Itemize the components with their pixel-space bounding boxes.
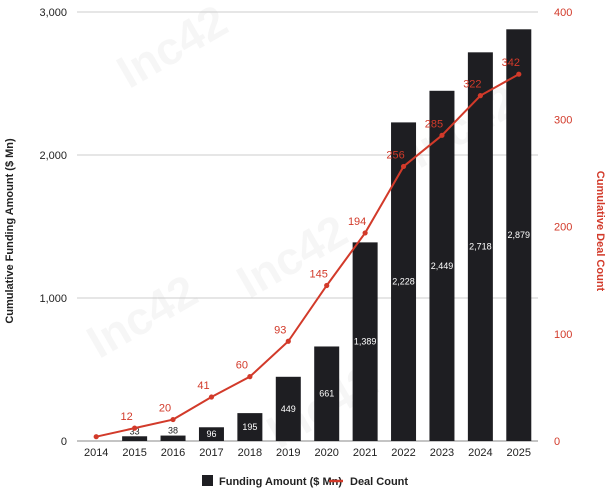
bar-value-label: 2,228 xyxy=(392,277,415,287)
line-point xyxy=(324,282,330,289)
x-tick-label: 2020 xyxy=(314,447,338,459)
right-axis-ticks: 0 100 200 300 400 xyxy=(554,7,572,448)
line-point xyxy=(247,374,253,380)
bar xyxy=(160,435,186,441)
bar-series xyxy=(122,29,532,442)
left-tick-label: 3,000 xyxy=(39,7,67,19)
bar xyxy=(314,346,340,441)
left-axis-title: Cumulative Funding Amount ($ Mn) xyxy=(4,138,16,324)
bar xyxy=(352,242,378,441)
x-tick-label: 2019 xyxy=(276,447,300,459)
line-value-label: 256 xyxy=(386,149,404,161)
line-value-label: 60 xyxy=(236,360,248,372)
bar-value-label: 195 xyxy=(242,422,257,432)
left-tick-label: 0 xyxy=(61,436,67,448)
line-point xyxy=(439,132,445,138)
bar-value-label: 449 xyxy=(281,404,296,414)
right-tick-label: 0 xyxy=(554,436,560,448)
x-axis-ticks: 2014 2015 2016 2017 2018 2019 2020 2021 2022 2023… xyxy=(84,447,531,459)
bar-value-label: 2,718 xyxy=(469,242,492,252)
bar xyxy=(275,376,301,441)
bar xyxy=(198,427,224,441)
line-point xyxy=(208,394,215,400)
watermark-text: Inc42 xyxy=(108,0,236,98)
line-point xyxy=(516,71,522,77)
bar xyxy=(429,90,455,441)
x-tick-label: 2023 xyxy=(430,447,454,459)
right-tick-label: 100 xyxy=(554,329,572,341)
bar xyxy=(391,122,417,442)
x-tick-label: 2024 xyxy=(468,447,492,459)
legend: Funding Amount ($ Mn) Deal Count xyxy=(202,475,408,488)
x-tick-label: 2016 xyxy=(161,447,185,459)
line-point xyxy=(362,230,368,236)
bar xyxy=(506,29,532,441)
x-tick-label: 2017 xyxy=(199,447,223,459)
watermark: Inc42Inc42Inc42Inc42Inc42 xyxy=(78,0,526,458)
gridlines xyxy=(77,11,538,442)
line-value-label: 194 xyxy=(348,216,366,228)
x-tick-label: 2021 xyxy=(353,447,377,459)
bar-labels: 33 38 96 195 449 661 1,389 2,228 2,449 2,718 2,879 xyxy=(130,230,530,439)
line-point xyxy=(285,338,291,344)
bar-value-label: 96 xyxy=(206,429,216,439)
x-tick-label: 2014 xyxy=(84,447,108,459)
line-value-label: 145 xyxy=(310,268,328,280)
x-tick-label: 2015 xyxy=(122,447,146,459)
watermark-text: Inc42 xyxy=(78,264,206,368)
line-value-label: 12 xyxy=(121,411,133,423)
line-value-label: 41 xyxy=(197,380,209,392)
line-value-label: 322 xyxy=(463,79,481,91)
right-axis-title: Cumulative Deal Count xyxy=(594,171,606,292)
line-labels: 12 20 41 60 93 145 194 256 285 322 342 xyxy=(121,57,520,423)
bar xyxy=(467,52,493,442)
bar-value-label: 1,389 xyxy=(354,337,377,347)
x-tick-label: 2025 xyxy=(507,447,531,459)
line-point xyxy=(132,425,138,431)
bar-value-label: 38 xyxy=(168,426,178,436)
deal-count-line xyxy=(95,73,520,438)
line-series xyxy=(93,71,522,440)
left-tick-label: 1,000 xyxy=(39,293,67,305)
bar-value-label: 661 xyxy=(319,389,334,399)
line-value-label: 93 xyxy=(274,324,286,336)
line-point xyxy=(400,163,407,170)
x-tick-label: 2022 xyxy=(391,447,415,459)
line-point xyxy=(93,434,99,440)
watermark-text: Inc42 xyxy=(228,204,356,308)
right-tick-label: 200 xyxy=(554,222,572,234)
bar-value-label: 2,879 xyxy=(508,230,531,240)
line-value-label: 20 xyxy=(159,403,171,415)
line-point xyxy=(170,416,176,423)
legend-label-funding: Funding Amount ($ Mn) xyxy=(219,476,342,488)
line-value-label: 342 xyxy=(502,57,520,69)
bar xyxy=(237,413,263,441)
bar-value-label: 33 xyxy=(130,426,140,436)
legend-swatch-bar xyxy=(202,475,213,486)
x-tick-label: 2018 xyxy=(238,447,262,459)
left-tick-label: 2,000 xyxy=(39,150,67,162)
left-axis-ticks: 0 1,000 2,000 3,000 xyxy=(39,7,67,448)
right-tick-label: 400 xyxy=(554,7,572,19)
legend-label-deals: Deal Count xyxy=(350,476,408,488)
line-value-label: 285 xyxy=(425,118,443,130)
bar-value-label: 2,449 xyxy=(431,261,454,271)
bar xyxy=(122,436,148,441)
line-point xyxy=(477,93,483,99)
right-tick-label: 300 xyxy=(554,114,572,126)
